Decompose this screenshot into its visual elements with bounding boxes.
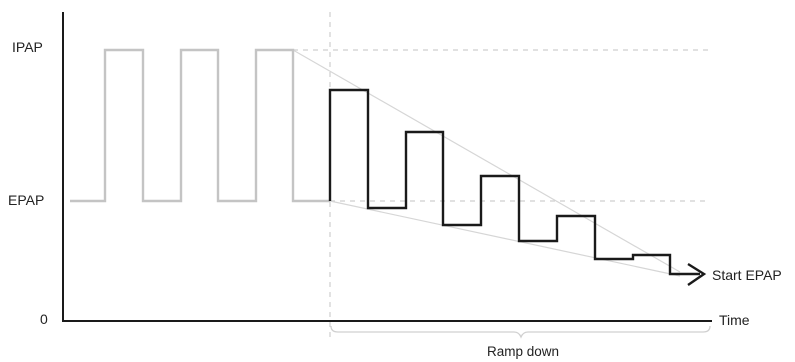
pressure-pulses-ramp-down	[328, 88, 700, 276]
ipap-ramp-envelope	[292, 49, 681, 273]
ipap-axis-label: IPAP	[12, 39, 43, 55]
start-epap-arrowhead	[687, 262, 707, 286]
time-axis-label: Time	[719, 312, 750, 328]
ramp-down-label: Ramp down	[487, 344, 560, 359]
epap-ramp-envelope	[329, 200, 681, 277]
epap-axis-label: EPAP	[8, 192, 45, 208]
start-epap-label: Start EPAP	[712, 267, 782, 283]
ramp-down-brace	[330, 325, 711, 339]
pressure-pulses-pre-ramp	[70, 48, 330, 203]
zero-axis-label: 0	[40, 311, 48, 327]
